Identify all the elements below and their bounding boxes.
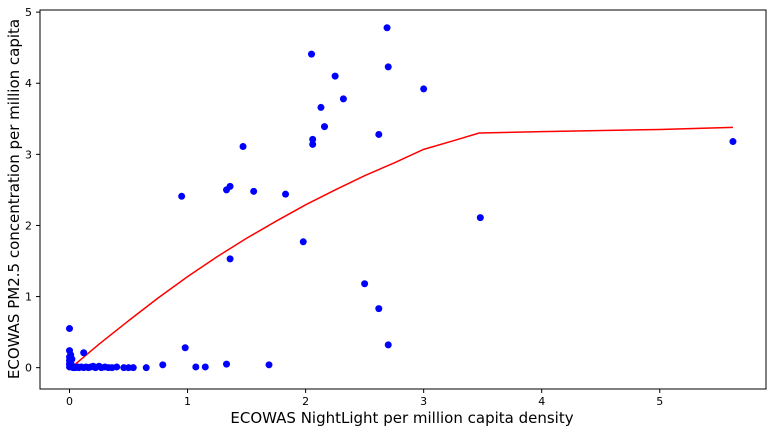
y-tick-label: 1 bbox=[25, 291, 32, 304]
scatter-point bbox=[159, 361, 167, 369]
scatter-point bbox=[201, 363, 209, 371]
x-axis-label: ECOWAS NightLight per million capita den… bbox=[230, 409, 573, 427]
y-tick-label: 5 bbox=[25, 6, 32, 19]
scatter-point bbox=[476, 214, 484, 222]
scatter-point bbox=[317, 103, 325, 111]
x-tick-label: 1 bbox=[184, 395, 191, 408]
scatter-point bbox=[223, 360, 231, 368]
scatter-point bbox=[226, 255, 234, 263]
x-tick-label: 5 bbox=[656, 395, 663, 408]
scatter-point bbox=[282, 190, 290, 198]
scatter-point bbox=[309, 140, 317, 148]
scatter-point bbox=[331, 72, 339, 80]
x-tick-label: 0 bbox=[66, 395, 73, 408]
scatter-point bbox=[113, 363, 121, 371]
scatter-point bbox=[308, 50, 316, 58]
scatter-point bbox=[192, 363, 200, 371]
scatter-point bbox=[80, 349, 88, 357]
scatter-point bbox=[265, 361, 273, 369]
scatter-point bbox=[239, 143, 247, 151]
scatter-point bbox=[384, 341, 392, 349]
y-tick-label: 0 bbox=[25, 362, 32, 375]
fit-line bbox=[69, 126, 733, 370]
scatter-point bbox=[299, 238, 307, 246]
scatter-point bbox=[178, 192, 186, 200]
scatter-point bbox=[309, 135, 317, 143]
scatter-point bbox=[375, 130, 383, 138]
y-axis-label: ECOWAS PM2.5 concentration per million c… bbox=[5, 19, 23, 379]
scatter-point bbox=[339, 95, 347, 103]
scatter-point bbox=[375, 305, 383, 313]
scatter-point bbox=[66, 325, 74, 333]
scatter-point bbox=[383, 24, 391, 32]
scatter-point bbox=[361, 280, 369, 288]
x-tick-label: 4 bbox=[538, 395, 545, 408]
scatter-point bbox=[729, 138, 737, 146]
scatter-point bbox=[142, 364, 150, 372]
scatter-point bbox=[250, 187, 258, 195]
ticks-layer: 0 1 2 3 4 5 0 1 2 3 4 5 bbox=[25, 6, 663, 408]
y-tick-label: 2 bbox=[25, 219, 32, 232]
x-tick-label: 3 bbox=[420, 395, 427, 408]
scatter-point bbox=[181, 344, 189, 352]
y-tick-label: 4 bbox=[25, 77, 32, 90]
plot-frame bbox=[39, 9, 767, 390]
scatter-point bbox=[384, 63, 392, 71]
fit-line-layer bbox=[69, 126, 733, 370]
scatter-point bbox=[129, 364, 137, 372]
scatter-points-layer bbox=[66, 24, 737, 372]
y-tick-label: 3 bbox=[25, 148, 32, 161]
axes-layer bbox=[39, 9, 767, 390]
scatter-point bbox=[226, 182, 234, 190]
scatter-point bbox=[321, 123, 328, 131]
scatter-point bbox=[420, 85, 428, 93]
x-tick-label: 2 bbox=[302, 395, 309, 408]
